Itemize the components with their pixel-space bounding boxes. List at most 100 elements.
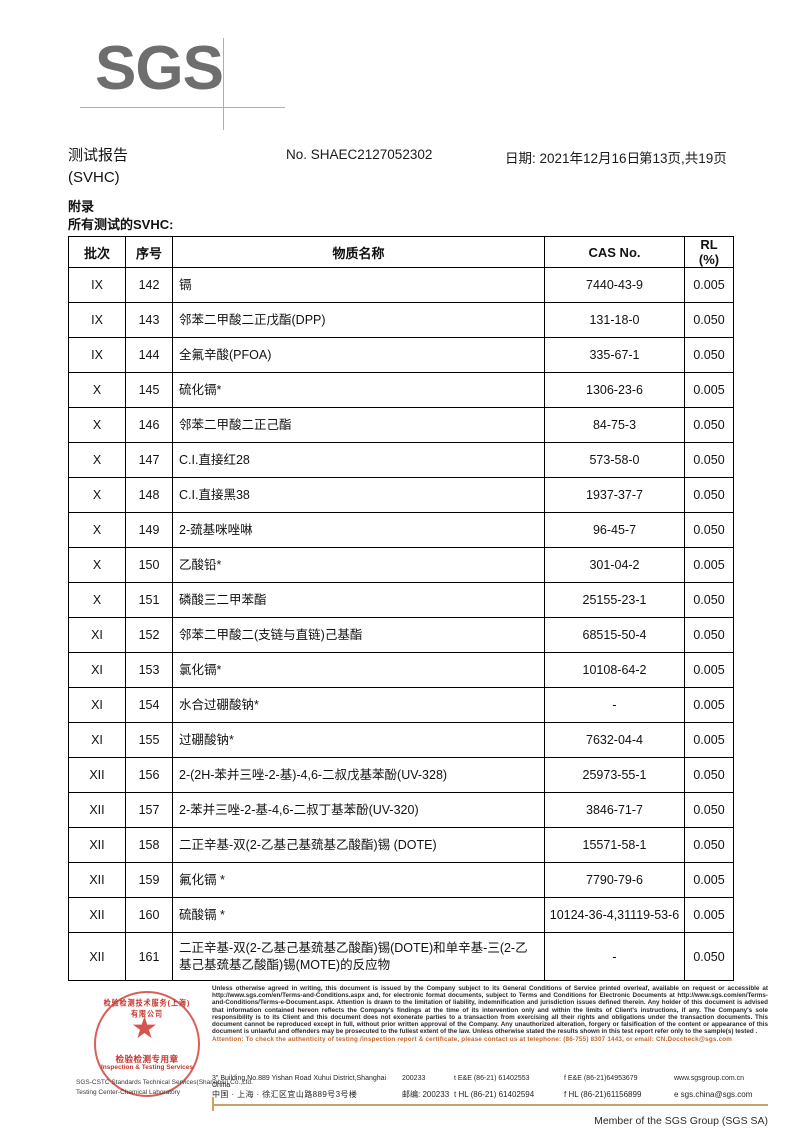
cell-rl: 0.005 [684, 687, 734, 723]
cell-rl: 0.050 [684, 407, 734, 443]
table-row: XII 156 2-(2H-苯并三唑-2-基)-4,6-二叔戊基苯酚(UV-328)… [68, 757, 734, 793]
cell-sequence: 151 [125, 582, 173, 618]
cell-cas: 15571-58-1 [544, 827, 685, 863]
cell-rl: 0.050 [684, 792, 734, 828]
cell-cas: 335-67-1 [544, 337, 685, 373]
cell-rl: 0.050 [684, 337, 734, 373]
cell-rl: 0.050 [684, 757, 734, 793]
cell-sequence: 148 [125, 477, 173, 513]
legal-attention: Attention: To check the authenticity of … [212, 1036, 733, 1044]
cell-cas: 68515-50-4 [544, 617, 685, 653]
cell-substance: 邻苯二甲酸二正戊酯(DPP) [172, 302, 545, 338]
cell-substance: 2-苯并三唑-2-基-4,6-二叔丁基苯酚(UV-320) [172, 792, 545, 828]
cell-substance: 2-(2H-苯并三唑-2-基)-4,6-二叔戊基苯酚(UV-328) [172, 757, 545, 793]
website-link[interactable]: www.sgsgroup.com.cn [674, 1075, 745, 1082]
table-row: XII 157 2-苯并三唑-2-基-4,6-二叔丁基苯酚(UV-320) 3846-… [68, 792, 734, 828]
cell-batch: XII [68, 827, 126, 863]
cell-batch: IX [68, 302, 126, 338]
table-row: X 149 2-巯基咪唑啉 96-45-7 0.050 [68, 512, 734, 548]
postcode-en: 200233 [402, 1075, 426, 1082]
table-header-row: 批次 序号 物质名称 CAS No. RL (%) [68, 236, 734, 268]
lab-name-line-1: SGS-CSTC Standards Technical Services(Sh… [76, 1079, 253, 1086]
cell-cas: 301-04-2 [544, 547, 685, 583]
cell-rl: 0.005 [684, 652, 734, 688]
email-link[interactable]: e sgs.china@sgs.com [674, 1090, 753, 1099]
col-header-substance: 物质名称 [172, 236, 545, 268]
cell-batch: X [68, 407, 126, 443]
table-row: XII 161 二正辛基-双(2-乙基己基巯基乙酸酯)锡(DOTE)和单辛基-三(2… [68, 932, 734, 981]
col-header-sequence: 序号 [125, 236, 173, 268]
cell-substance: 氯化镉* [172, 652, 545, 688]
cell-cas: 573-58-0 [544, 442, 685, 478]
cell-substance: C.I.直接黑38 [172, 477, 545, 513]
cell-batch: X [68, 372, 126, 408]
table-row: XII 159 氟化镉 * 7790-79-6 0.005 [68, 862, 734, 898]
telephone-en-2: f E&E (86-21)64953679 [564, 1075, 638, 1082]
report-date: 日期: 2021年12月16日 [505, 151, 641, 166]
cell-rl: 0.050 [684, 827, 734, 863]
svhc-table: 批次 序号 物质名称 CAS No. RL (%) IX 142 镉 7440-43-… [68, 236, 734, 981]
cell-batch: XI [68, 722, 126, 758]
table-head: 批次 序号 物质名称 CAS No. RL (%) [68, 236, 734, 268]
cell-substance: 邻苯二甲酸二正己酯 [172, 407, 545, 443]
cell-cas: 10124-36-4,31119-53-6 [544, 897, 685, 933]
cell-batch: X [68, 547, 126, 583]
svhc-table-wrapper: 批次 序号 物质名称 CAS No. RL (%) IX 142 镉 7440-43-… [68, 236, 734, 981]
cell-sequence: 144 [125, 337, 173, 373]
official-seal-stamp: 检验检测技术服务(上海)有限公司 检验检测专用章 Inspection & Te… [76, 987, 253, 1109]
cell-sequence: 152 [125, 617, 173, 653]
cell-substance: 磷酸三二甲苯酯 [172, 582, 545, 618]
table-row: XI 152 邻苯二甲酸二(支链与直链)己基酯 68515-50-4 0.050 [68, 617, 734, 653]
seal-en-label: Inspection & Testing Services [101, 1064, 193, 1071]
seal-cn-label: 检验检测专用章 [115, 1054, 179, 1064]
cell-batch: IX [68, 267, 126, 303]
logo-horizontal-rule [80, 107, 285, 108]
cell-sequence: 145 [125, 372, 173, 408]
address-row-cn: 中国 · 上海 · 徐汇区宜山路889号3号楼 邮编: 200233 t HL … [212, 1089, 768, 1103]
cell-sequence: 143 [125, 302, 173, 338]
cell-cas: 3846-71-7 [544, 792, 685, 828]
seal-ring [94, 991, 200, 1097]
cell-sequence: 149 [125, 512, 173, 548]
table-row: XI 153 氯化镉* 10108-64-2 0.005 [68, 652, 734, 688]
appendix-subtitle: 所有测试的SVHC: [68, 217, 174, 232]
table-body: IX 142 镉 7440-43-9 0.005 IX 143 邻苯二甲酸二正戊酯(DPP) 1… [68, 267, 734, 981]
cell-substance: 过硼酸钠* [172, 722, 545, 758]
table-row: IX 143 邻苯二甲酸二正戊酯(DPP) 131-18-0 0.050 [68, 302, 734, 338]
cell-sequence: 146 [125, 407, 173, 443]
cell-rl: 0.005 [684, 372, 734, 408]
cell-batch: XII [68, 897, 126, 933]
cell-batch: XII [68, 862, 126, 898]
cell-substance: C.I.直接红28 [172, 442, 545, 478]
cell-rl: 0.005 [684, 722, 734, 758]
cell-sequence: 159 [125, 862, 173, 898]
cell-cas: 7790-79-6 [544, 862, 685, 898]
table-row: X 145 硫化镉* 1306-23-6 0.005 [68, 372, 734, 408]
cell-batch: IX [68, 337, 126, 373]
logo-vertical-rule [223, 38, 224, 130]
table-row: XI 154 水合过硼酸钠* -0.005 [68, 687, 734, 723]
report-header: 测试报告 (SVHC) No. SHAEC2127052302 日期: 2021… [68, 145, 736, 205]
page-title: 测试报告 (SVHC) [68, 147, 129, 186]
cell-sequence: 150 [125, 547, 173, 583]
cell-substance: 全氟辛酸(PFOA) [172, 337, 545, 373]
legal-disclaimer: Unless otherwise agreed in writing, this… [212, 985, 768, 1044]
cell-substance: 水合过硼酸钠* [172, 687, 545, 723]
cell-substance: 邻苯二甲酸二(支链与直链)己基酯 [172, 617, 545, 653]
table-row: X 150 乙酸铅* 301-04-2 0.005 [68, 547, 734, 583]
report-number: No. SHAEC2127052302 [286, 147, 433, 162]
cell-rl: 0.005 [684, 862, 734, 898]
cell-rl: 0.005 [684, 547, 734, 583]
cell-batch: XII [68, 932, 126, 981]
sgs-group-member-note: Member of the SGS Group (SGS SA) [594, 1115, 768, 1127]
cell-batch: XI [68, 687, 126, 723]
cell-substance: 硫化镉* [172, 372, 545, 408]
cell-rl: 0.005 [684, 897, 734, 933]
cell-cas: 25973-55-1 [544, 757, 685, 793]
cell-substance: 硫酸镉 * [172, 897, 545, 933]
legal-body: Unless otherwise agreed in writing, this… [212, 985, 768, 1036]
cell-batch: X [68, 442, 126, 478]
cell-cas: 1306-23-6 [544, 372, 685, 408]
table-row: XII 160 硫酸镉 * 10124-36-4,31119-53-6 0.005 [68, 897, 734, 933]
